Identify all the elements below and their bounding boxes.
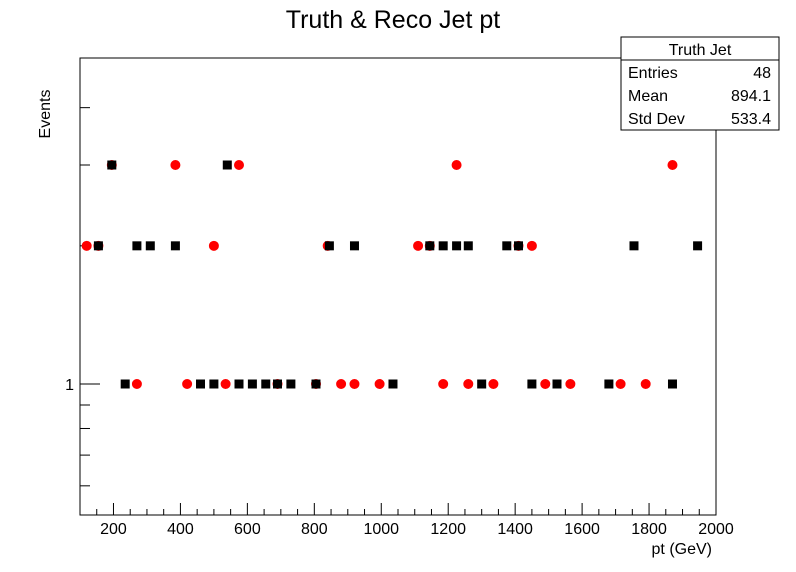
truth-point-26	[552, 379, 562, 389]
data-markers	[81, 160, 703, 389]
reco-point-26	[640, 379, 651, 389]
truth-point-5	[170, 241, 180, 251]
reco-point-18	[451, 160, 462, 171]
truth-point-1	[107, 160, 117, 170]
truth-point-4	[145, 241, 155, 251]
reco-point-25	[615, 379, 626, 389]
truth-point-17	[388, 379, 398, 389]
truth-point-29	[667, 379, 677, 389]
stats-stddev-label: Std Dev	[628, 111, 685, 128]
reco-point-20	[488, 379, 499, 389]
x-tick-label-800: 800	[301, 521, 328, 538]
truth-point-18	[425, 241, 435, 251]
x-tick-label-1400: 1400	[497, 521, 533, 538]
truth-point-2	[120, 379, 130, 389]
reco-point-6	[208, 240, 219, 251]
stats-mean-label: Mean	[628, 88, 668, 105]
y-axis-label: Events	[37, 90, 54, 139]
stats-box-title: Truth Jet	[669, 42, 732, 59]
reco-point-12	[336, 379, 347, 389]
x-tick-label-400: 400	[167, 521, 194, 538]
x-tick-label-1600: 1600	[564, 521, 600, 538]
truth-point-13	[286, 379, 296, 389]
truth-point-30	[693, 241, 703, 251]
y-tick-label-1: 1	[65, 377, 74, 394]
truth-point-25	[527, 379, 537, 389]
reco-point-24	[565, 379, 576, 389]
truth-point-14	[311, 379, 321, 389]
truth-point-8	[222, 160, 232, 170]
reco-point-3	[131, 379, 142, 389]
chart-title: Truth & Reco Jet pt	[286, 6, 500, 34]
truth-point-28	[629, 241, 639, 251]
truth-point-21	[463, 241, 473, 251]
stats-stddev-value: 533.4	[731, 111, 771, 128]
truth-point-20	[452, 241, 462, 251]
reco-point-14	[374, 379, 385, 389]
stats-box: Truth Jet Entries 48 Mean 894.1 Std Dev …	[620, 36, 780, 131]
truth-point-15	[324, 241, 334, 251]
truth-point-6	[196, 379, 206, 389]
truth-point-27	[604, 379, 614, 389]
reco-point-0	[81, 240, 92, 251]
reco-point-23	[540, 379, 551, 389]
truth-point-16	[349, 241, 359, 251]
stats-entries-label: Entries	[628, 65, 678, 82]
stats-entries-value: 48	[753, 65, 771, 82]
truth-point-7	[209, 379, 219, 389]
truth-point-24	[514, 241, 524, 251]
truth-point-23	[502, 241, 512, 251]
reco-point-17	[438, 379, 449, 389]
reco-point-5	[182, 379, 193, 389]
x-tick-label-200: 200	[100, 521, 127, 538]
x-axis-label: pt (GeV)	[652, 541, 712, 558]
truth-point-19	[438, 241, 448, 251]
x-tick-label-600: 600	[234, 521, 261, 538]
x-tick-label-2000: 2000	[698, 521, 734, 538]
x-tick-label-1000: 1000	[363, 521, 399, 538]
truth-point-12	[272, 379, 282, 389]
reco-point-27	[667, 160, 678, 171]
stats-box-frame	[620, 36, 780, 131]
truth-point-22	[477, 379, 487, 389]
reco-point-19	[463, 379, 474, 389]
truth-point-9	[234, 379, 244, 389]
x-tick-label-1200: 1200	[430, 521, 466, 538]
truth-point-3	[132, 241, 142, 251]
truth-point-10	[247, 379, 257, 389]
reco-point-7	[220, 379, 231, 389]
reco-point-22	[526, 240, 537, 251]
truth-point-11	[261, 379, 271, 389]
reco-point-8	[234, 160, 244, 171]
x-tick-label-1800: 1800	[631, 521, 667, 538]
stats-mean-value: 894.1	[731, 88, 771, 105]
reco-point-4	[170, 160, 181, 171]
reco-point-13	[349, 379, 360, 389]
reco-point-15	[413, 240, 424, 251]
truth-point-0	[93, 241, 103, 251]
axis-ticks: 200 400 600 800 1000 1200 1400 1600 1800 2000 1	[65, 107, 734, 538]
